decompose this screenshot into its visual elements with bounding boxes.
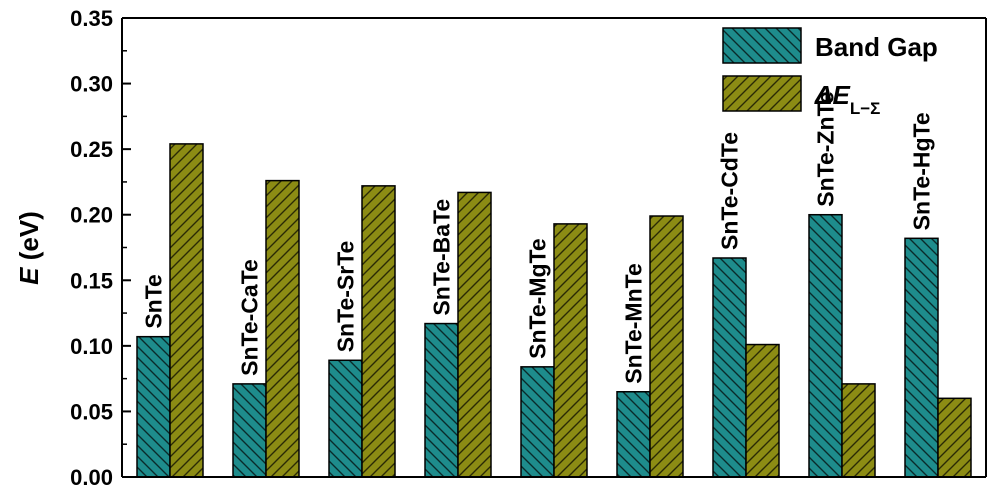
category-label: SnTe-CaTe: [237, 259, 263, 376]
y-tick-label: 0.20: [70, 203, 113, 228]
band-gap-bar: [616, 391, 651, 478]
delta-e-bar: [937, 397, 972, 478]
band-gap-bar: [424, 322, 459, 478]
delta-e-bar: [265, 179, 300, 478]
delta-e-bar: [745, 343, 780, 478]
band-gap-bar: [520, 366, 555, 478]
delta-e-bar: [361, 185, 396, 478]
legend-delta-subscript: L−Σ: [850, 99, 881, 118]
category-label: SnTe: [141, 274, 167, 329]
band-gap-bar: [328, 359, 363, 478]
legend: Band Gap ΔEL−Σ: [722, 27, 938, 118]
category-labels: SnTe SnTe-CaTe SnTe-SrTe SnTe-BaTe SnTe-MgTe…: [141, 91, 935, 383]
band-gap-bar: [808, 213, 843, 478]
y-tick-label: 0.30: [70, 72, 113, 97]
delta-e-bar: [553, 223, 588, 478]
y-tick-label: 0.15: [70, 268, 113, 293]
y-axis-label: E (eV): [14, 211, 44, 285]
delta-e-bar: [457, 191, 492, 478]
bars-layer: [136, 143, 972, 478]
band-gap-bar: [712, 257, 747, 478]
band-gap-bar: [232, 383, 267, 478]
legend-swatch-delta-e: [722, 75, 802, 112]
y-tick-label: 0.10: [70, 334, 113, 359]
category-label: SnTe-MnTe: [621, 263, 647, 384]
legend-label-band-gap: Band Gap: [815, 32, 938, 62]
legend-swatch-band-gap: [722, 27, 802, 64]
y-tick-label: 0.35: [70, 6, 113, 31]
category-label: SnTe-BaTe: [429, 199, 455, 316]
category-label: SnTe-MgTe: [525, 238, 551, 359]
band-gap-bar: [136, 335, 171, 478]
y-tick-label: 0.05: [70, 399, 113, 424]
delta-e-bar: [841, 383, 876, 478]
category-label: SnTe-HgTe: [909, 112, 935, 230]
delta-e-bar: [649, 215, 684, 478]
delta-e-bar: [169, 143, 204, 478]
category-label: SnTe-SrTe: [333, 241, 359, 353]
legend-label-delta-e: ΔEL−Σ: [814, 80, 880, 118]
y-tick-label: 0.25: [70, 137, 113, 162]
y-tick-label: 0.00: [70, 465, 113, 490]
band-gap-bar: [904, 237, 939, 478]
category-label: SnTe-CdTe: [717, 132, 743, 250]
y-ticks: 0.00 0.05 0.10 0.15 0.20 0.25 0.30 0.35: [70, 6, 131, 490]
y-axis-unit: (eV): [14, 211, 44, 267]
legend-delta-symbol: ΔE: [814, 80, 850, 110]
y-axis-symbol: E: [14, 267, 44, 285]
category-label: SnTe-ZnTe: [813, 91, 839, 206]
